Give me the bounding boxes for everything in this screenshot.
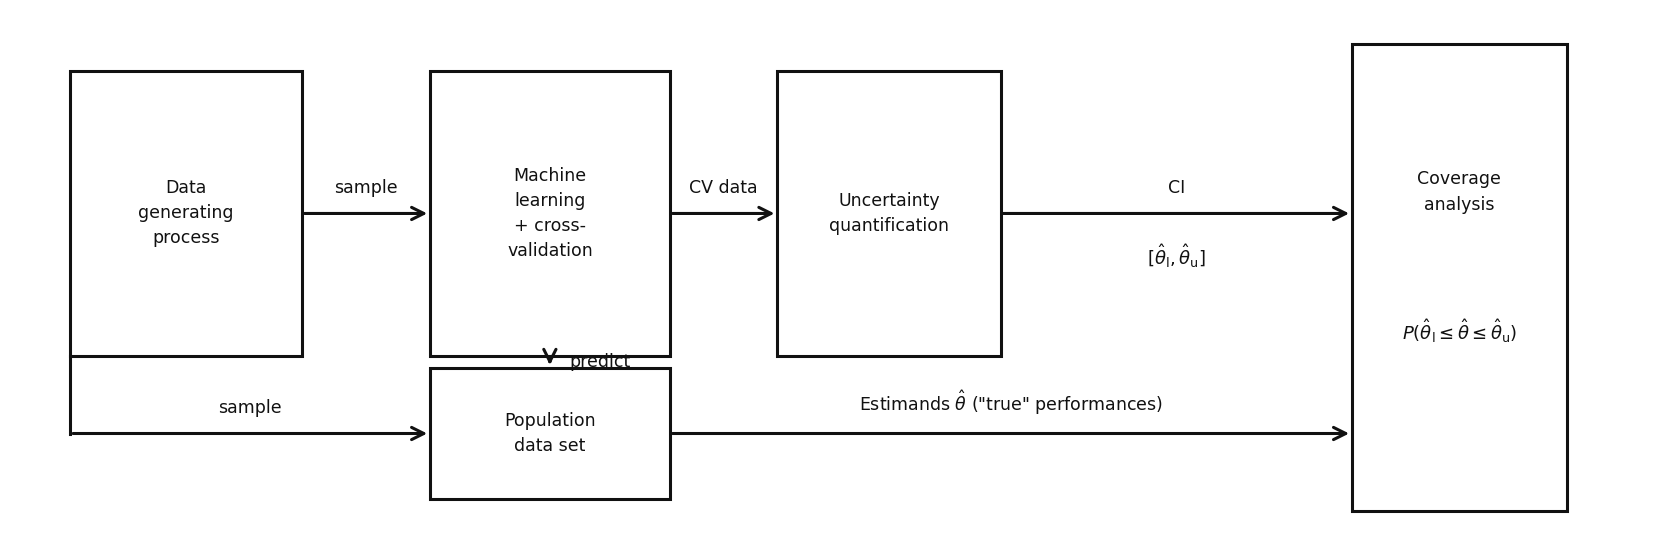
- Text: Estimands $\hat{\theta}$ ("true" performances): Estimands $\hat{\theta}$ ("true" perform…: [859, 389, 1163, 417]
- Text: Data
generating
process: Data generating process: [138, 179, 234, 247]
- Text: sample: sample: [218, 399, 283, 417]
- Text: sample: sample: [334, 179, 397, 197]
- Bar: [430, 368, 670, 499]
- Text: CV data: CV data: [690, 179, 758, 197]
- Text: Population
data set: Population data set: [504, 412, 595, 455]
- Text: Uncertainty
quantification: Uncertainty quantification: [829, 192, 949, 235]
- Text: Coverage
analysis: Coverage analysis: [1418, 171, 1501, 214]
- Bar: [1351, 44, 1567, 511]
- Bar: [778, 71, 1001, 356]
- Bar: [70, 71, 302, 356]
- Text: $[\hat{\theta}_{\mathrm{l}},\hat{\theta}_{\mathrm{u}}]$: $[\hat{\theta}_{\mathrm{l}},\hat{\theta}…: [1147, 243, 1205, 270]
- Text: Machine
learning
+ cross-
validation: Machine learning + cross- validation: [507, 167, 593, 260]
- Text: $P(\hat{\theta}_{\mathrm{l}} \leq \hat{\theta} \leq \hat{\theta}_{\mathrm{u}})$: $P(\hat{\theta}_{\mathrm{l}} \leq \hat{\…: [1401, 318, 1517, 346]
- Text: CI: CI: [1168, 179, 1185, 197]
- Bar: [430, 71, 670, 356]
- Text: predict: predict: [570, 353, 632, 371]
